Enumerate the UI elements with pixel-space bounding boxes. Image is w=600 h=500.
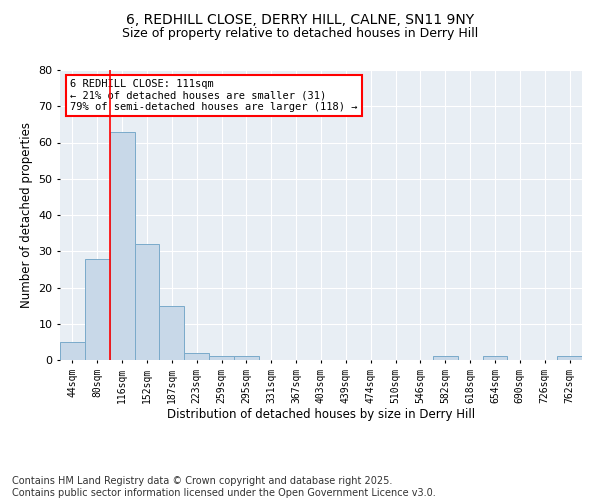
Text: Contains HM Land Registry data © Crown copyright and database right 2025.
Contai: Contains HM Land Registry data © Crown c… [12,476,436,498]
Bar [134,244,160,360]
Text: 6, REDHILL CLOSE, DERRY HILL, CALNE, SN11 9NY: 6, REDHILL CLOSE, DERRY HILL, CALNE, SN1… [126,12,474,26]
Bar [209,356,234,360]
Bar [482,356,508,360]
Text: 6 REDHILL CLOSE: 111sqm
← 21% of detached houses are smaller (31)
79% of semi-de: 6 REDHILL CLOSE: 111sqm ← 21% of detache… [70,78,358,112]
Bar [234,356,259,360]
Bar [184,353,209,360]
Bar [433,356,458,360]
Y-axis label: Number of detached properties: Number of detached properties [20,122,32,308]
Bar [160,306,184,360]
Bar [60,342,85,360]
Bar [557,356,582,360]
X-axis label: Distribution of detached houses by size in Derry Hill: Distribution of detached houses by size … [167,408,475,422]
Text: Size of property relative to detached houses in Derry Hill: Size of property relative to detached ho… [122,28,478,40]
Bar [85,258,110,360]
Bar [110,132,134,360]
